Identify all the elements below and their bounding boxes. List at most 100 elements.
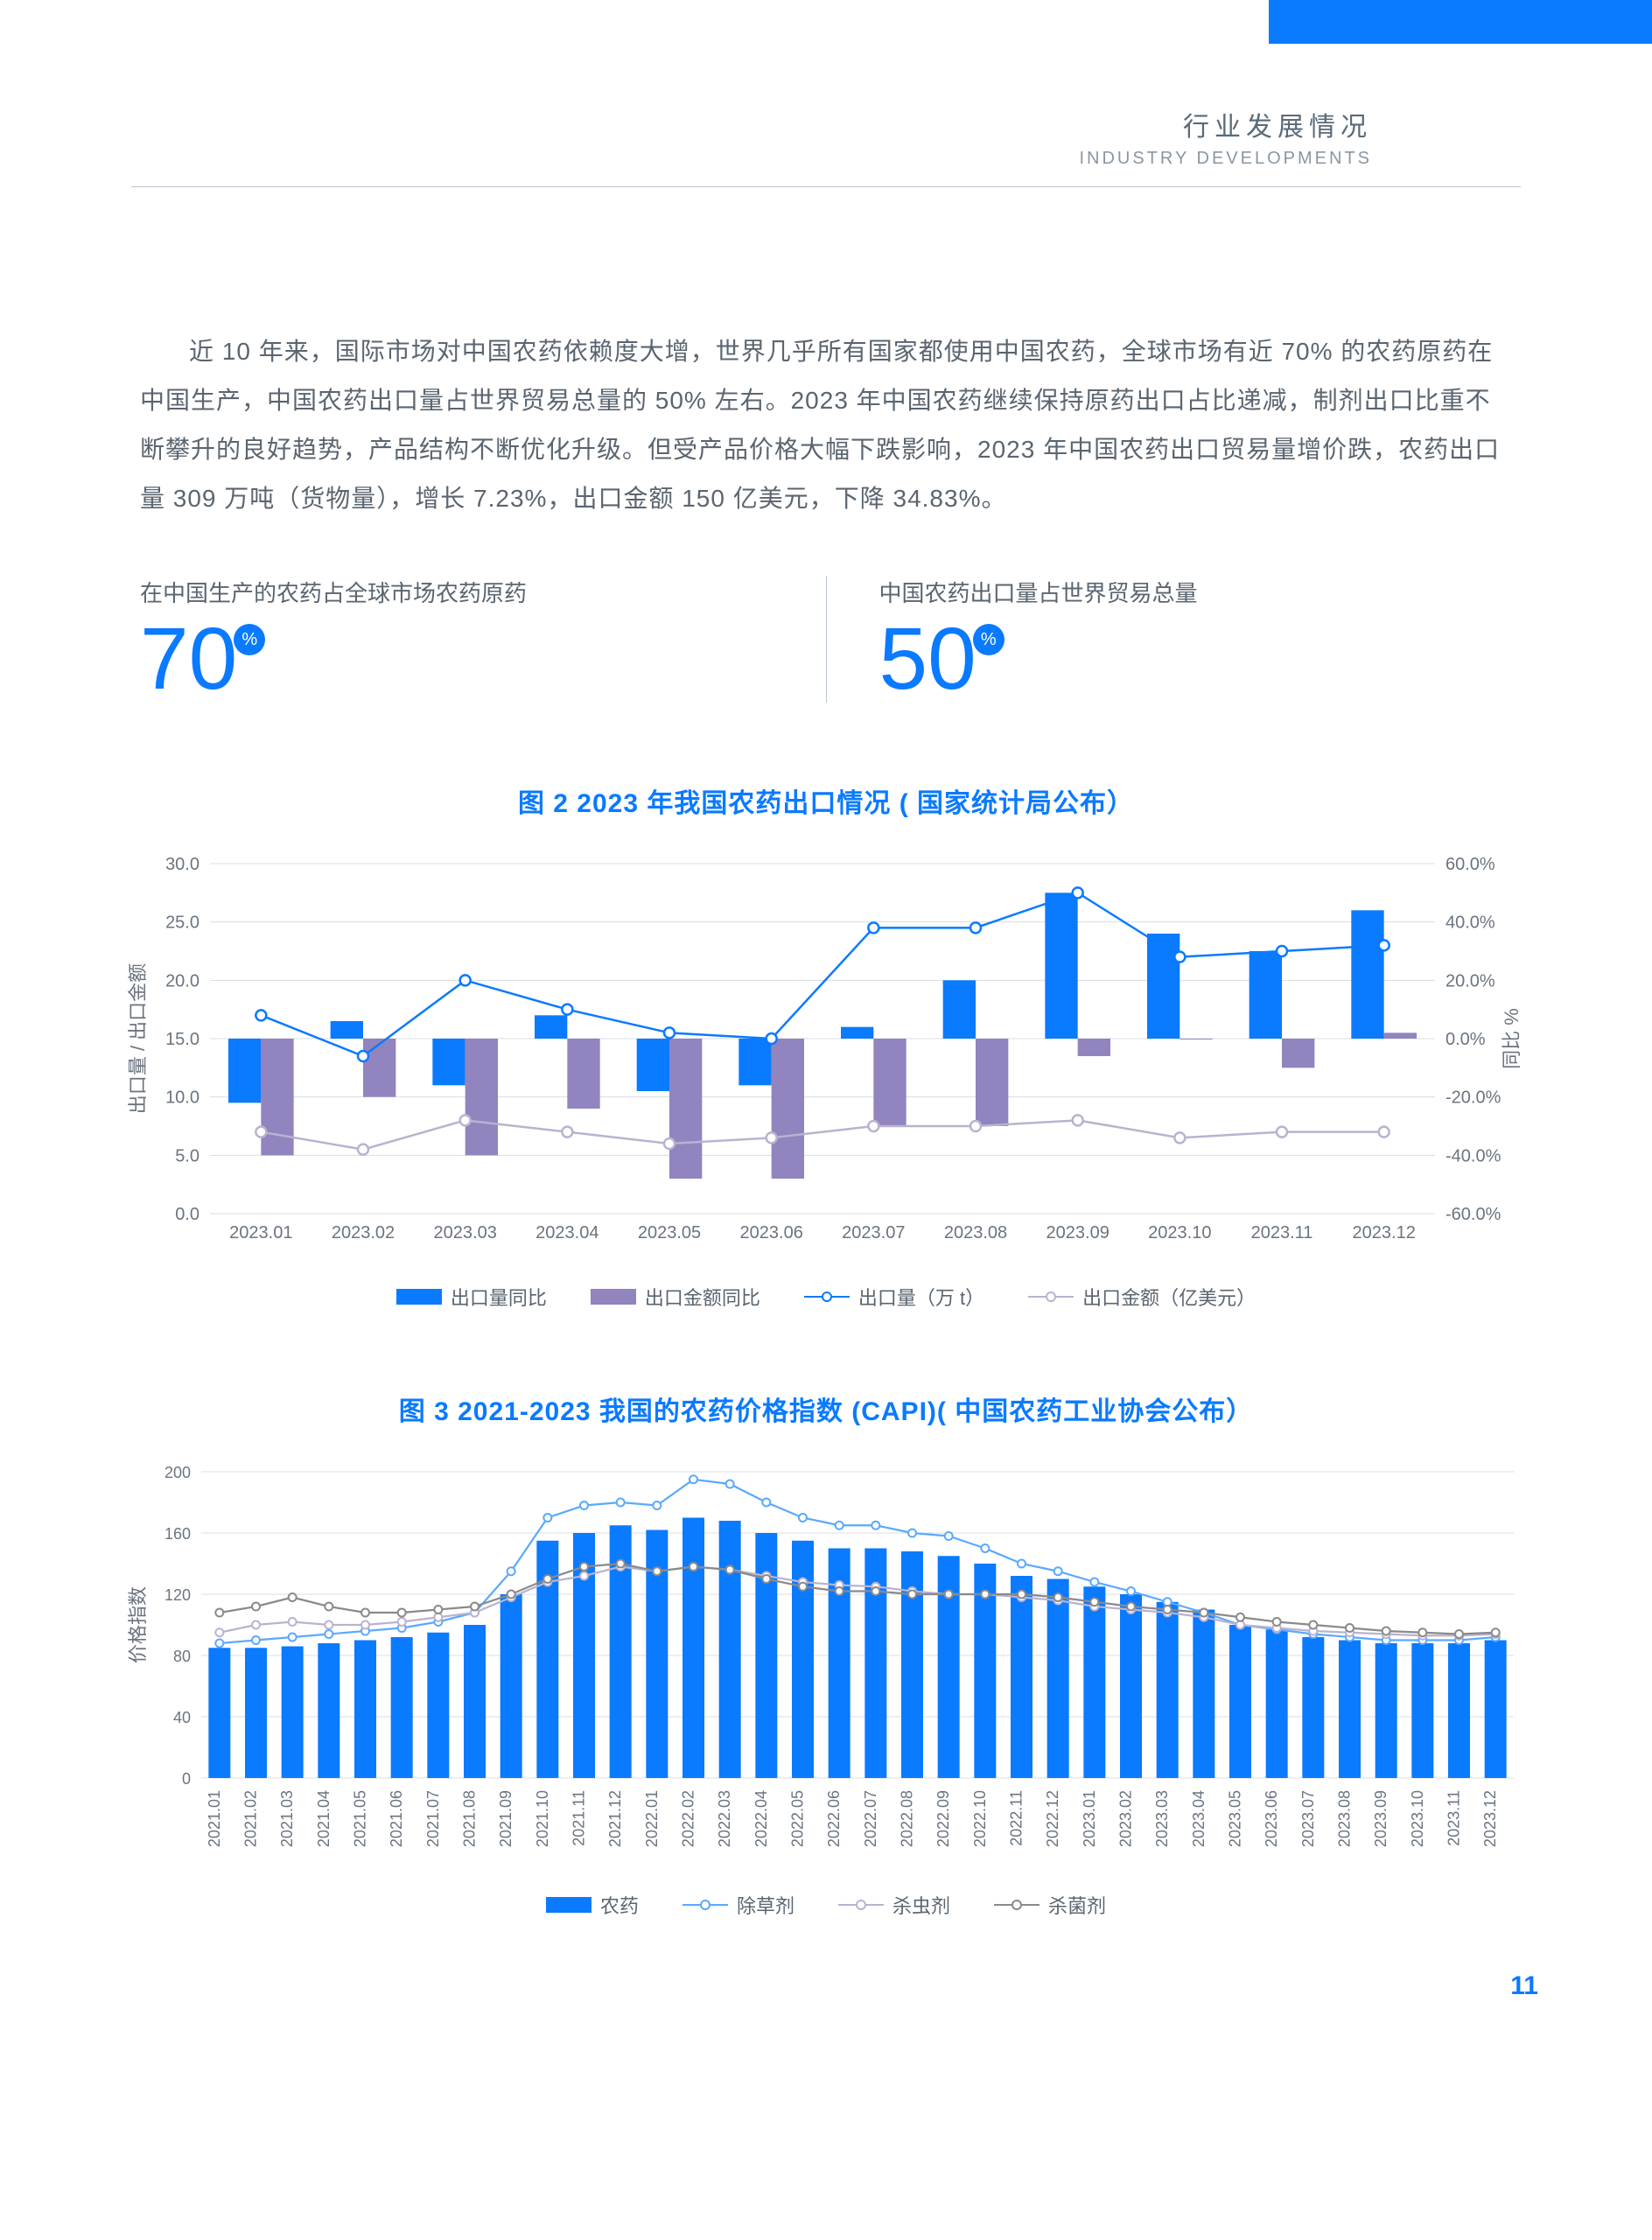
percent-icon: % — [234, 624, 265, 655]
legend-item: 出口金额同比 — [591, 1283, 760, 1311]
svg-text:2022.06: 2022.06 — [825, 1790, 843, 1847]
legend-item: 出口量（万 t） — [804, 1283, 984, 1311]
svg-text:2023.12: 2023.12 — [1353, 1223, 1416, 1242]
svg-text:2023.07: 2023.07 — [1299, 1790, 1317, 1847]
legend-item: 杀菌剂 — [994, 1891, 1106, 1919]
svg-text:2023.09: 2023.09 — [1372, 1790, 1390, 1847]
svg-text:2023.10: 2023.10 — [1409, 1790, 1426, 1847]
svg-text:10.0: 10.0 — [165, 1088, 200, 1108]
svg-text:20.0: 20.0 — [165, 971, 200, 990]
svg-text:2023.07: 2023.07 — [842, 1223, 905, 1242]
legend-item: 杀虫剂 — [838, 1891, 950, 1919]
svg-text:2023.06: 2023.06 — [1263, 1790, 1280, 1847]
percent-icon: % — [973, 624, 1004, 655]
svg-text:30.0: 30.0 — [165, 855, 200, 874]
svg-text:2022.11: 2022.11 — [1008, 1790, 1026, 1846]
stat-value: 50 — [879, 615, 976, 703]
svg-text:价格指数: 价格指数 — [127, 1586, 149, 1663]
chart2-container: 0.05.010.015.020.025.030.0-60.0%-40.0%-2… — [105, 846, 1547, 1311]
chart2-title: 图 2 2023 年我国农药出口情况 ( 国家统计局公布） — [0, 781, 1652, 820]
legend-item: 出口金额（亿美元） — [1028, 1283, 1256, 1311]
svg-text:80: 80 — [173, 1648, 191, 1665]
svg-text:2021.12: 2021.12 — [606, 1790, 624, 1847]
chart3-title: 图 3 2021-2023 我国的农药价格指数 (CAPI)( 中国农药工业协会… — [0, 1390, 1652, 1428]
top-accent-bar — [1269, 0, 1652, 44]
svg-text:2023.04: 2023.04 — [1190, 1790, 1208, 1847]
svg-text:2023.01: 2023.01 — [1081, 1790, 1098, 1847]
stat-global-production: 在中国生产的农药占全球市场农药原药 70% — [140, 576, 774, 703]
svg-text:2021.06: 2021.06 — [388, 1790, 405, 1847]
stat-label: 在中国生产的农药占全球市场农药原药 — [140, 576, 774, 608]
svg-text:2021.03: 2021.03 — [278, 1790, 296, 1847]
svg-text:2023.08: 2023.08 — [1336, 1790, 1354, 1847]
svg-text:2023.12: 2023.12 — [1481, 1790, 1499, 1847]
svg-text:2021.10: 2021.10 — [534, 1790, 551, 1847]
stat-value: 70 — [140, 615, 237, 703]
intro-paragraph: 近 10 年来，国际市场对中国农药依赖度大增，世界几乎所有国家都使用中国农药，全… — [140, 327, 1512, 523]
svg-text:2022.03: 2022.03 — [716, 1790, 733, 1847]
svg-text:-40.0%: -40.0% — [1446, 1146, 1502, 1166]
svg-text:2023.04: 2023.04 — [536, 1223, 598, 1242]
svg-text:5.0: 5.0 — [175, 1146, 200, 1166]
svg-text:2022.02: 2022.02 — [680, 1790, 697, 1847]
chart3-legend: 农药 除草剂 杀虫剂 杀菌剂 — [105, 1891, 1547, 1919]
legend-item: 出口量同比 — [396, 1283, 547, 1311]
svg-text:-20.0%: -20.0% — [1446, 1088, 1502, 1108]
svg-text:2023.03: 2023.03 — [1153, 1790, 1171, 1847]
chart2-legend: 出口量同比 出口金额同比 出口量（万 t） 出口金额（亿美元） — [105, 1283, 1547, 1311]
svg-text:20.0%: 20.0% — [1446, 971, 1495, 990]
svg-text:2021.01: 2021.01 — [206, 1790, 223, 1847]
svg-text:2022.05: 2022.05 — [789, 1790, 807, 1847]
svg-text:2023.11: 2023.11 — [1446, 1790, 1463, 1846]
page-header: 行业发展情况 INDUSTRY DEVELOPMENTS — [131, 44, 1521, 187]
svg-text:2021.09: 2021.09 — [497, 1790, 514, 1847]
legend-item: 农药 — [546, 1891, 639, 1919]
stat-label: 中国农药出口量占世界贸易总量 — [879, 576, 1513, 608]
svg-text:2023.05: 2023.05 — [1227, 1790, 1244, 1847]
chart3-svg: 0 40 80 120 160 200 2021.01 2021.02 2021.03 2021.… — [105, 1454, 1540, 1874]
svg-text:2023.10: 2023.10 — [1148, 1223, 1211, 1242]
svg-text:2023.02: 2023.02 — [332, 1223, 395, 1242]
svg-text:2022.07: 2022.07 — [862, 1790, 879, 1847]
svg-text:2022.08: 2022.08 — [899, 1790, 916, 1847]
stat-export-share: 中国农药出口量占世界贸易总量 50% — [826, 576, 1513, 703]
svg-text:2023.01: 2023.01 — [229, 1223, 292, 1242]
svg-text:15.0: 15.0 — [165, 1030, 200, 1049]
svg-text:2021.11: 2021.11 — [570, 1790, 588, 1846]
svg-text:2023.03: 2023.03 — [434, 1223, 497, 1242]
svg-text:2021.02: 2021.02 — [242, 1790, 260, 1847]
svg-text:2023.11: 2023.11 — [1251, 1223, 1313, 1242]
svg-text:2021.08: 2021.08 — [461, 1790, 479, 1847]
svg-text:120: 120 — [164, 1586, 191, 1604]
stats-row: 在中国生产的农药占全球市场农药原药 70% 中国农药出口量占世界贸易总量 50% — [140, 576, 1512, 703]
svg-text:2023.02: 2023.02 — [1117, 1790, 1135, 1847]
svg-text:0: 0 — [182, 1770, 191, 1788]
svg-text:60.0%: 60.0% — [1446, 855, 1495, 874]
svg-text:2022.12: 2022.12 — [1044, 1790, 1061, 1847]
svg-text:2022.01: 2022.01 — [643, 1790, 661, 1847]
svg-text:40.0%: 40.0% — [1446, 914, 1495, 933]
svg-text:2023.09: 2023.09 — [1046, 1223, 1110, 1242]
svg-text:40: 40 — [173, 1709, 191, 1726]
svg-text:0.0%: 0.0% — [1446, 1030, 1486, 1049]
svg-text:2022.04: 2022.04 — [752, 1790, 770, 1847]
svg-text:2022.10: 2022.10 — [971, 1790, 989, 1847]
svg-text:2023.06: 2023.06 — [740, 1223, 803, 1242]
chart3-container: 0 40 80 120 160 200 2021.01 2021.02 2021.03 2021.… — [105, 1454, 1547, 1919]
svg-text:160: 160 — [164, 1525, 191, 1543]
svg-text:同比 %: 同比 % — [1501, 1008, 1522, 1069]
svg-text:2022.09: 2022.09 — [934, 1790, 952, 1847]
svg-text:2021.07: 2021.07 — [424, 1790, 442, 1847]
svg-text:2023.08: 2023.08 — [944, 1223, 1007, 1242]
header-title-cn: 行业发展情况 — [131, 105, 1372, 144]
header-title-en: INDUSTRY DEVELOPMENTS — [131, 149, 1372, 169]
chart2-svg: 0.05.010.015.020.025.030.0-60.0%-40.0%-2… — [105, 846, 1540, 1266]
svg-text:2021.04: 2021.04 — [315, 1790, 332, 1847]
legend-item: 除草剂 — [682, 1891, 794, 1919]
svg-text:-60.0%: -60.0% — [1446, 1205, 1502, 1224]
page-number: 11 — [0, 1971, 1538, 2001]
svg-text:出口量 / 出口金额: 出口量 / 出口金额 — [127, 963, 149, 1114]
svg-text:200: 200 — [164, 1464, 191, 1481]
svg-text:25.0: 25.0 — [165, 914, 200, 933]
svg-text:2021.05: 2021.05 — [352, 1790, 369, 1847]
